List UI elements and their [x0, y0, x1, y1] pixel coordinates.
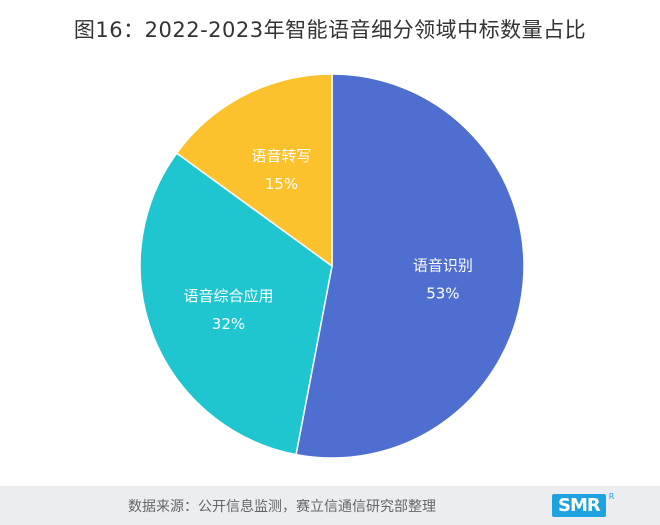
- pie-slice-3: [175, 73, 333, 268]
- logo-mark: SMR: [552, 493, 606, 517]
- data-source: 数据来源：公开信息监测，赛立信通信研究部整理: [128, 499, 436, 515]
- slice-label-3: 语音转写: [251, 147, 311, 165]
- pie-slice-2: [139, 152, 333, 456]
- footer-bar: 数据来源：公开信息监测，赛立信通信研究部整理 SMR R: [0, 486, 660, 525]
- pie-slice-1: [295, 73, 525, 459]
- slice-label-2: 语音综合应用: [183, 287, 273, 305]
- slice-label-1: 语音识别: [413, 256, 473, 274]
- slice-value-1: 53%: [426, 284, 459, 302]
- logo-registered: R: [608, 492, 615, 501]
- chart-title: 图16：2022-2023年智能语音细分领域中标数量占比: [73, 18, 587, 42]
- slice-value-3: 15%: [265, 175, 298, 193]
- pie-chart: 语音识别 53% 语音综合应用 32% 语音转写 15%: [139, 73, 525, 459]
- slice-value-2: 32%: [212, 315, 245, 333]
- smr-logo: SMR R: [552, 492, 614, 518]
